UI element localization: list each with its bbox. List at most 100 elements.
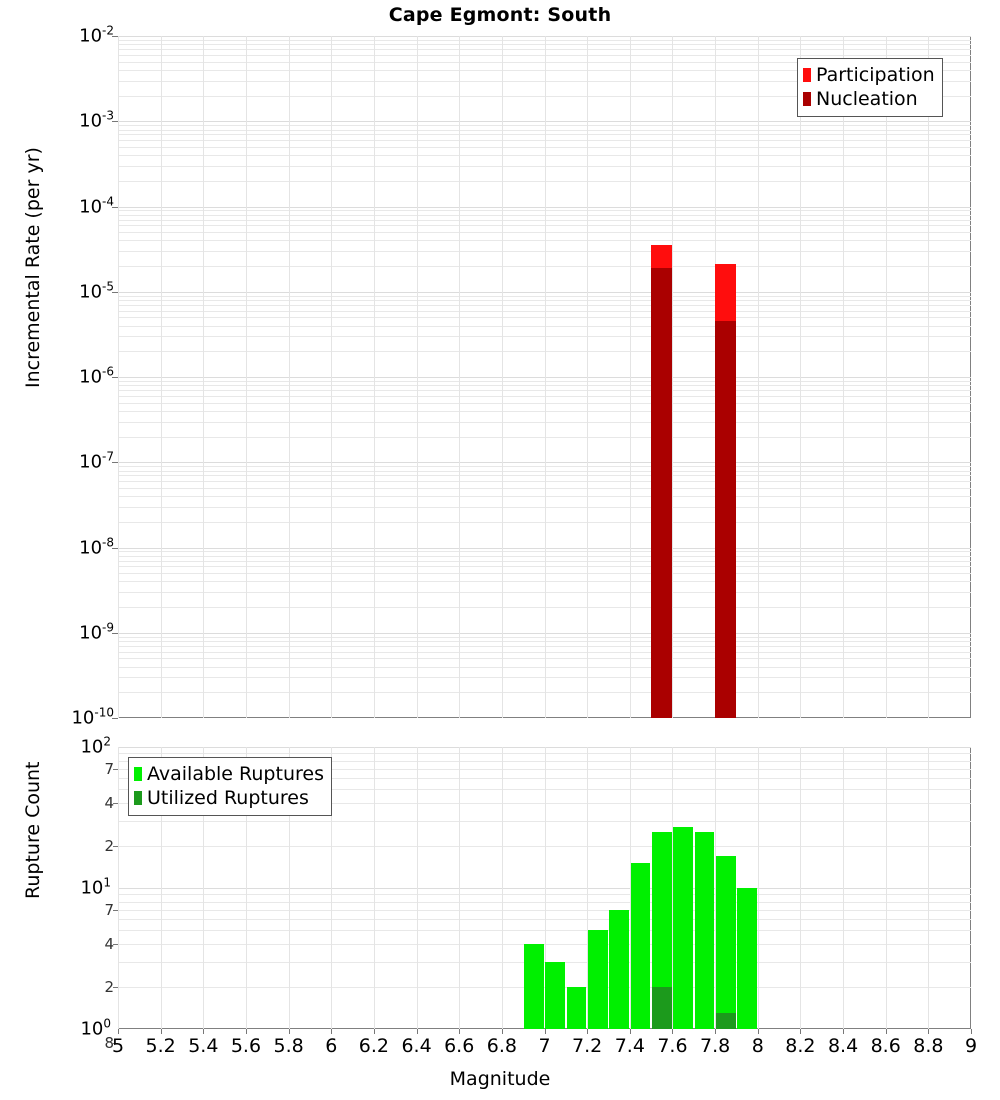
gridline-vertical: [288, 36, 290, 718]
bottom-y-minor-tick-label: 8: [104, 1033, 114, 1052]
x-axis-tick-label: 7.2: [572, 1035, 603, 1057]
x-axis-tick-label: 5.4: [188, 1035, 219, 1057]
legend-color-swatch-icon: [803, 68, 811, 82]
top-y-tick-label: 10-6: [79, 364, 114, 388]
x-axis-tick-label: 7.6: [657, 1035, 688, 1057]
top-legend-item: Nucleation: [803, 87, 935, 111]
x-axis-tick-label: 5.2: [145, 1035, 176, 1057]
bottom-y-tick-label: 100: [80, 1016, 111, 1040]
x-axis-tick-label: 8.2: [785, 1035, 816, 1057]
gridline-vertical: [373, 747, 375, 1029]
bottom-y-tick-mark: [113, 944, 118, 946]
bar-available-ruptures: [673, 827, 693, 1029]
bar-available-ruptures: [630, 863, 651, 1029]
x-axis-tick-mark: [501, 1029, 503, 1034]
x-axis-tick-mark: [331, 1029, 333, 1034]
bar-available-ruptures: [545, 961, 566, 1029]
x-axis-tick-label: 6: [325, 1035, 338, 1057]
bottom-y-tick-label: 101: [80, 875, 111, 899]
top-y-tick-label: 10-3: [79, 108, 114, 132]
top-panel-overlay: [118, 36, 971, 718]
bottom-y-minor-tick-label: 2: [104, 836, 114, 855]
top-y-tick-mark: [112, 291, 118, 293]
top-y-tick-mark: [112, 547, 118, 549]
gridline-vertical: [544, 36, 546, 718]
bottom-y-tick-mark: [113, 768, 118, 770]
x-axis-tick-label: 5: [111, 1035, 125, 1057]
bottom-panel-overlay: [118, 747, 971, 1029]
x-axis-title: Magnitude: [449, 1068, 551, 1090]
top-y-tick-label: 10-7: [79, 449, 114, 473]
x-axis-tick-label: 9: [964, 1035, 978, 1057]
top-y-tick-mark: [112, 377, 118, 378]
x-axis-tick-mark: [928, 1029, 930, 1034]
gridline-vertical: [118, 747, 119, 1029]
bottom-legend-item: Utilized Ruptures: [134, 786, 324, 810]
gridline-vertical: [843, 747, 845, 1029]
x-axis-tick-mark: [800, 1029, 802, 1034]
top-legend: Participation Nucleation: [797, 58, 943, 117]
x-axis-tick-mark: [587, 1029, 589, 1034]
bottom-legend-label: Utilized Ruptures: [147, 786, 309, 809]
top-legend-label: Nucleation: [816, 87, 918, 110]
x-axis-tick-mark: [544, 1029, 546, 1034]
x-axis-tick-label: 8.4: [827, 1035, 859, 1057]
x-axis-tick-mark: [373, 1029, 375, 1034]
bottom-y-minor-tick-label: 7: [104, 900, 114, 919]
gridline-vertical: [245, 36, 247, 718]
x-axis-tick-label: 6.4: [401, 1035, 432, 1057]
top-legend-label: Participation: [816, 63, 935, 86]
bottom-legend-item: Available Ruptures: [134, 762, 324, 786]
bar-available-ruptures: [737, 888, 757, 1029]
gridline-vertical: [757, 36, 759, 718]
gridline-vertical: [843, 36, 845, 718]
x-axis-tick-label: 6.8: [486, 1035, 517, 1057]
gridline-vertical: [587, 36, 589, 718]
x-axis-tick-mark: [672, 1029, 674, 1034]
bottom-legend: Available Ruptures Utilized Ruptures: [128, 757, 332, 816]
bar-nucleation: [715, 321, 737, 718]
x-axis-tick-label: 7.8: [699, 1035, 731, 1057]
x-axis-tick-mark: [971, 1029, 972, 1034]
gridline-vertical: [544, 747, 546, 1029]
top-y-tick-mark: [112, 121, 118, 123]
bar-nucleation: [651, 267, 673, 718]
gridline-vertical: [629, 747, 631, 1029]
legend-color-swatch-icon: [803, 92, 811, 106]
x-axis-tick-mark: [843, 1029, 845, 1034]
gridline-vertical: [928, 36, 930, 718]
x-axis-tick-mark: [416, 1029, 418, 1034]
top-y-tick-mark: [112, 36, 118, 37]
legend-color-swatch-icon: [134, 791, 142, 805]
top-y-tick-mark: [112, 718, 118, 719]
gridline-vertical: [587, 747, 589, 1029]
gridline-vertical: [800, 747, 802, 1029]
gridline-vertical: [160, 747, 162, 1029]
gridline-vertical: [629, 36, 631, 718]
x-axis-tick-label: 8: [751, 1035, 764, 1057]
gridline-vertical: [331, 747, 333, 1029]
x-axis-tick-mark: [885, 1029, 887, 1034]
top-legend-item: Participation: [803, 63, 935, 87]
x-axis-tick-mark: [459, 1029, 461, 1034]
x-axis-tick-label: 8.8: [913, 1035, 944, 1057]
top-y-tick-mark: [112, 632, 118, 634]
gridline-vertical: [800, 36, 802, 718]
legend-color-swatch-icon: [134, 767, 142, 781]
x-axis-tick-label: 7.4: [614, 1035, 645, 1057]
bottom-y-minor-tick-label: 7: [104, 759, 114, 778]
bottom-y-minor-tick-label: 4: [104, 935, 114, 954]
x-axis-tick-mark: [288, 1029, 290, 1034]
gridline-vertical: [928, 747, 930, 1029]
bottom-y-tick-label: 102: [80, 734, 111, 758]
bar-available-ruptures: [566, 986, 587, 1029]
top-y-tick-label: 10-8: [79, 535, 114, 558]
bar-available-ruptures: [523, 944, 544, 1029]
gridline-vertical: [459, 36, 461, 718]
gridline-vertical: [885, 36, 887, 718]
bottom-y-minor-tick-label: 2: [104, 977, 114, 996]
top-y-tick-label: 10-4: [79, 194, 114, 217]
gridline-vertical: [160, 36, 162, 718]
